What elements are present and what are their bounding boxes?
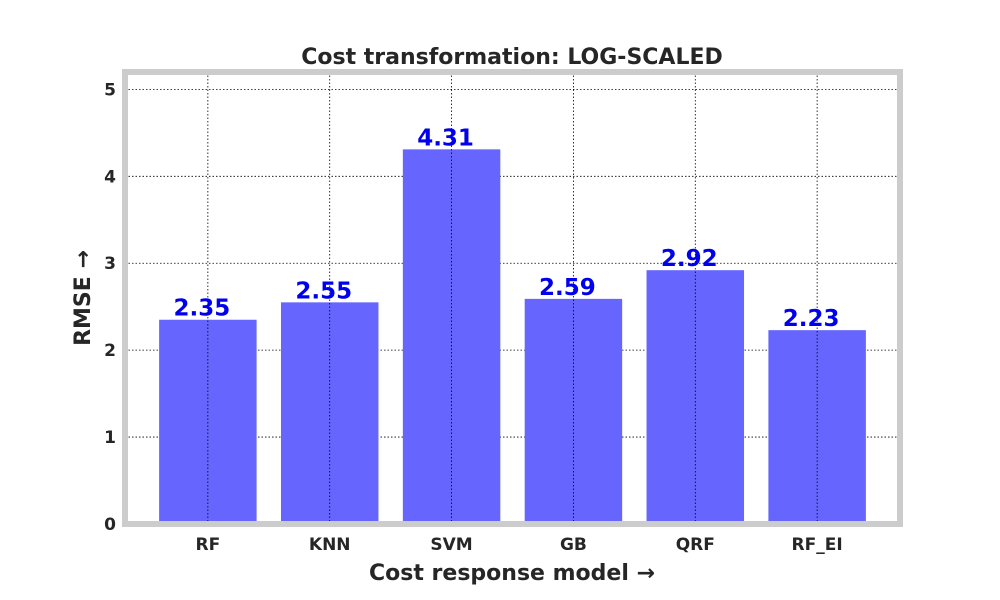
bar-layer bbox=[159, 149, 866, 524]
y-axis-label: RMSE → bbox=[71, 250, 96, 346]
tick-layer: RF KNN SVM GB QRF RF_EI 0 1 2 3 4 5 bbox=[104, 80, 843, 555]
data-label: 2.55 bbox=[295, 278, 352, 304]
x-tick-label: SVM bbox=[430, 535, 472, 555]
y-tick-label: 2 bbox=[104, 341, 116, 361]
chart-title: Cost transformation: LOG-SCALED bbox=[301, 45, 723, 70]
bar-gb bbox=[524, 298, 623, 524]
data-label: 4.31 bbox=[417, 125, 474, 151]
y-tick-label: 4 bbox=[104, 167, 116, 187]
x-tick-label: KNN bbox=[309, 535, 351, 555]
plot-frame bbox=[122, 69, 903, 527]
y-tick-label: 0 bbox=[104, 515, 116, 535]
y-tick-label: 3 bbox=[104, 254, 116, 274]
data-label: 2.35 bbox=[173, 296, 230, 322]
data-label: 2.59 bbox=[539, 275, 596, 301]
y-tick-label: 1 bbox=[104, 428, 116, 448]
x-tick-label: RF_EI bbox=[792, 535, 843, 555]
y-tick-label: 5 bbox=[104, 80, 116, 100]
data-label: 2.23 bbox=[783, 306, 840, 332]
x-axis-label: Cost response model → bbox=[369, 561, 655, 586]
data-label-layer: 2.35 2.55 4.31 2.59 2.92 2.23 bbox=[173, 125, 839, 332]
x-tick-label: RF bbox=[196, 535, 221, 555]
data-label: 2.92 bbox=[661, 246, 718, 272]
x-tick-label: GB bbox=[560, 535, 587, 555]
x-tick-label: QRF bbox=[676, 535, 715, 555]
bar-rf-ei bbox=[768, 330, 866, 524]
